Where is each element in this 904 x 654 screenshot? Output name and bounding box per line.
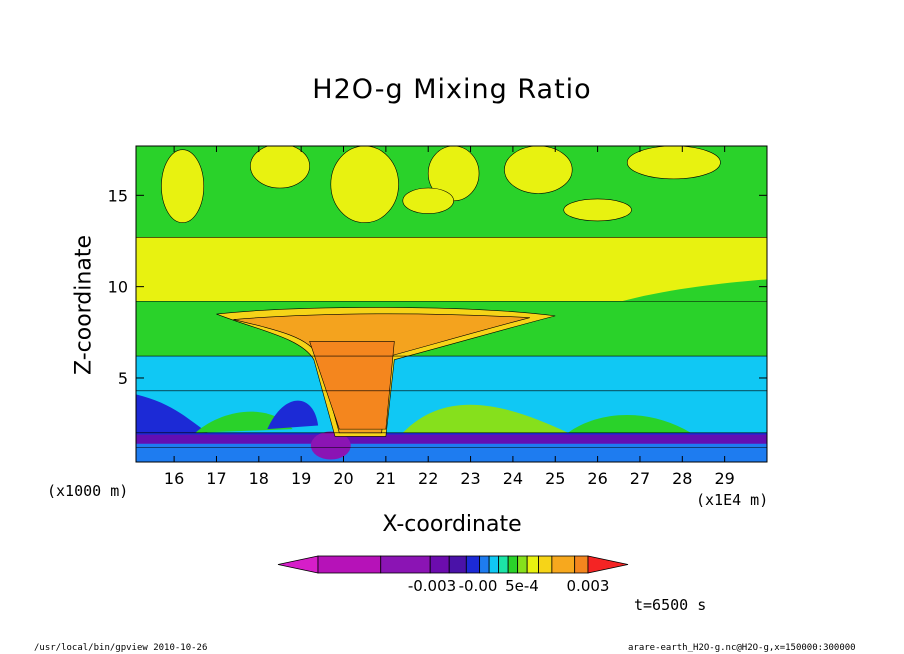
x-tick-label-16: 16 <box>164 469 184 488</box>
plot-frame <box>135 145 768 463</box>
x-axis-label: X-coordinate <box>382 512 522 537</box>
upper-filament-4 <box>504 146 573 194</box>
colorbar-tick-label-2: 5e-4 <box>505 577 539 595</box>
x-tick-label-21: 21 <box>376 469 396 488</box>
colorbar-swatch-4 <box>465 555 481 574</box>
colorbar-tick-label-3: 0.003 <box>567 577 610 595</box>
colorbar-swatch-0 <box>317 555 382 574</box>
colorbar-swatch-12 <box>551 555 576 574</box>
upper-filament-0 <box>161 149 205 224</box>
chart-title: H2O-g Mixing Ratio <box>312 74 592 105</box>
footer-right: arare-earth_H2O-g.nc@H2O-g,x=150000:3000… <box>628 643 856 653</box>
green-lens <box>576 279 767 316</box>
x-tick-label-29: 29 <box>714 469 734 488</box>
surface-blue-layer <box>136 443 767 462</box>
upper-filament-1 <box>250 146 310 189</box>
x-tick-label-20: 20 <box>333 469 353 488</box>
colorbar-swatch-9 <box>517 555 528 574</box>
colorbar-arrow-right <box>587 555 629 574</box>
colorbar-swatch-10 <box>526 555 539 574</box>
time-label: t=6500 s <box>634 596 707 614</box>
y-tick-label-10: 10 <box>108 278 128 297</box>
upper-filament-2 <box>330 146 399 224</box>
x-tick-label-25: 25 <box>545 469 565 488</box>
x-tick-label-17: 17 <box>206 469 226 488</box>
x-tick-label-26: 26 <box>587 469 607 488</box>
colorbar-swatch-6 <box>488 555 500 574</box>
green-patch-mid <box>402 404 568 433</box>
x-tick-label-24: 24 <box>503 469 523 488</box>
footer-left: /usr/local/bin/gpview 2010-10-26 <box>34 643 208 653</box>
colorbar-swatch-7 <box>498 555 509 574</box>
colorbar-swatch-13 <box>574 555 589 574</box>
y-axis-scale-note: (x1000 m) <box>47 482 129 500</box>
colorbar-swatch-11 <box>538 555 553 574</box>
upper-filament-7 <box>402 187 454 214</box>
updraft-core <box>309 341 395 430</box>
purple-core <box>310 431 351 460</box>
colorbar-tick-label-0: -0.003 <box>408 577 456 595</box>
colorbar-swatch-5 <box>479 555 490 574</box>
blue-plume <box>267 400 319 430</box>
x-tick-label-23: 23 <box>460 469 480 488</box>
y-tick-label-15: 15 <box>108 186 128 205</box>
x-tick-label-18: 18 <box>249 469 269 488</box>
colorbar-tick-label-1: -0.00 <box>459 577 498 595</box>
x-tick-label-19: 19 <box>291 469 311 488</box>
x-tick-label-28: 28 <box>672 469 692 488</box>
green-patch-right <box>567 414 691 433</box>
band-2 <box>136 356 767 391</box>
colorbar-arrow-left <box>277 555 319 574</box>
y-tick-label-5: 5 <box>118 369 128 388</box>
band-4 <box>136 237 767 302</box>
colorbar: -0.003 -0.00 5e-4 0.003 <box>277 555 629 595</box>
colorbar-swatch-3 <box>448 555 467 574</box>
x-tick-label-27: 27 <box>630 469 650 488</box>
upper-filament-5 <box>626 146 721 180</box>
colorbar-swatch-2 <box>429 555 450 574</box>
x-axis-scale-note: (x1E4 m) <box>696 491 769 509</box>
colorbar-swatch-8 <box>507 555 519 574</box>
colorbar-swatch-1 <box>380 555 431 574</box>
x-tick-label-22: 22 <box>418 469 438 488</box>
upper-filament-6 <box>563 198 632 222</box>
